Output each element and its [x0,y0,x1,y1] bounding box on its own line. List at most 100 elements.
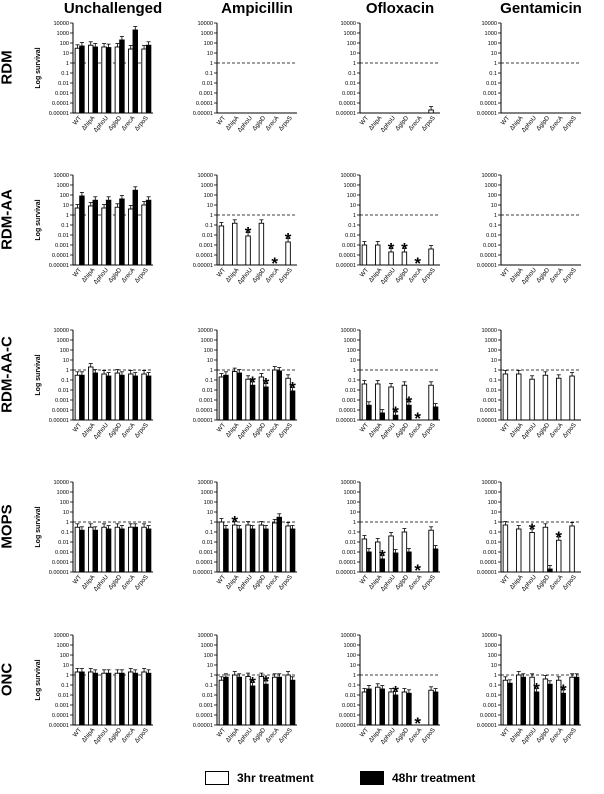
y-tick-label: 0.0001 [52,408,69,414]
y-tick-label: 0.01 [486,693,497,699]
y-tick-label: 100 [488,653,497,659]
bar-3hr [542,678,549,726]
bar-48hr [79,195,85,266]
bar-3hr [232,524,238,573]
y-tick-label: 10000 [197,328,213,334]
y-tick-label: 0.1 [61,378,69,384]
y-tick-label: 10000 [481,633,497,639]
significance-star: * [414,561,421,580]
y-tick-label: 1000 [201,183,213,189]
y-tick-label: 10 [350,51,356,57]
y-tick-label: 0.1 [61,530,69,536]
y-tick-label: 0.01 [345,81,356,87]
significance-star: * [289,379,296,398]
legend-open-label: 3hr treatment [237,771,314,785]
y-tick-label: 10000 [197,633,213,639]
y-tick-label: 1 [66,520,69,526]
y-tick-label: 0.1 [61,683,69,689]
bar-3hr [529,378,535,421]
bar-3hr [258,222,265,266]
y-tick-label: 10000 [340,173,356,179]
bar-48hr [79,45,85,114]
x-tick-label: WT [500,574,512,586]
y-tick-label: 0.0001 [196,408,213,414]
y-tick-label: 10000 [340,21,356,27]
bar-48hr [276,516,282,573]
y-tick-label: 100 [488,193,497,199]
y-tick-label: 10000 [340,328,356,334]
y-tick-label: 0.001 [483,243,497,249]
bar-48hr [276,676,282,726]
y-tick-label: 1 [494,213,497,219]
bar-48hr [406,692,412,726]
y-tick-label: 100 [204,348,213,354]
bar-3hr [272,676,278,726]
x-tick-label: ΔphoU [236,727,254,746]
y-tick-label: 10 [491,51,497,57]
bar-48hr [119,374,125,421]
panel: 10000 1000 100 10 1 0.1 0.01 0.001 0.0001 0.00001… [477,480,581,593]
y-tick-label: 0.001 [342,703,356,709]
bar-3hr [141,526,147,573]
bar-48hr [507,682,513,726]
y-tick-label: 1000 [344,490,356,496]
bar-48hr [547,683,553,726]
x-tick-label: WT [216,422,228,434]
x-tick-label: ΔrpoS [277,727,293,745]
x-tick-label: ΔphoU [92,727,110,746]
y-tick-label: 100 [60,500,69,506]
y-tick-label: 0.00001 [477,570,497,576]
bar-3hr [101,207,107,266]
bar-3hr [141,671,147,726]
panel: 10000 1000 100 10 1 0.1 0.01 0.001 0.0001 0.00001… [477,21,581,134]
bar-48hr [145,672,152,726]
significance-star: * [388,240,395,259]
y-tick-label: 10 [63,203,69,209]
bar-3hr [556,377,562,421]
y-tick-label: 100 [204,653,213,659]
bar-3hr [101,672,107,726]
bar-48hr [236,676,242,726]
y-tick-label: 1 [494,673,497,679]
y-tick-label: 0.01 [345,388,356,394]
x-tick-label: WT [216,574,228,586]
bar-3hr [74,526,81,573]
bar-3hr [361,691,368,726]
panel: 10000 1000 100 10 1 0.1 0.01 0.001 0.0001 0.00001… [193,633,297,746]
significance-star: * [263,672,270,691]
y-tick-label: 100 [347,500,356,506]
bar-48hr [289,679,296,726]
significance-star: * [406,393,413,412]
x-tick-label: WT [72,574,84,586]
bar-48hr [119,198,125,266]
bar-3hr [272,522,278,573]
bar-48hr [145,44,152,114]
x-tick-label: WT [72,115,84,127]
bar-3hr [361,244,368,266]
x-tick-label: ΔrpoS [277,422,293,440]
bar-48hr [132,672,138,726]
significance-star: * [245,224,252,243]
y-tick-label: 0.001 [199,91,213,97]
y-tick-label: 10000 [481,21,497,27]
bar-3hr [218,679,225,726]
panel: 10000 1000 100 10 1 0.1 0.01 0.001 0.0001 0.00001… [35,173,153,286]
x-tick-label: WT [359,422,371,434]
x-tick-label: WT [359,574,371,586]
y-tick-label: 100 [347,41,356,47]
y-tick-label: 1000 [344,338,356,344]
bar-3hr [218,376,225,421]
y-tick-label: 0.001 [55,550,69,556]
bar-3hr [232,674,238,726]
panel: 10000 1000 100 10 1 0.1 0.01 0.001 0.0001 0.00001… [35,328,153,441]
y-tick-label: 100 [347,653,356,659]
significance-star: * [555,528,562,547]
bar-48hr [92,372,98,421]
legend-open-swatch [205,771,229,785]
y-tick-label: 1 [353,520,356,526]
x-tick-label: ΔphoU [520,574,538,593]
y-tick-label: 0.0001 [339,713,356,719]
x-tick-label: ΔrpoS [133,267,149,285]
y-tick-label: 0.0001 [196,560,213,566]
x-tick-label: WT [500,727,512,739]
